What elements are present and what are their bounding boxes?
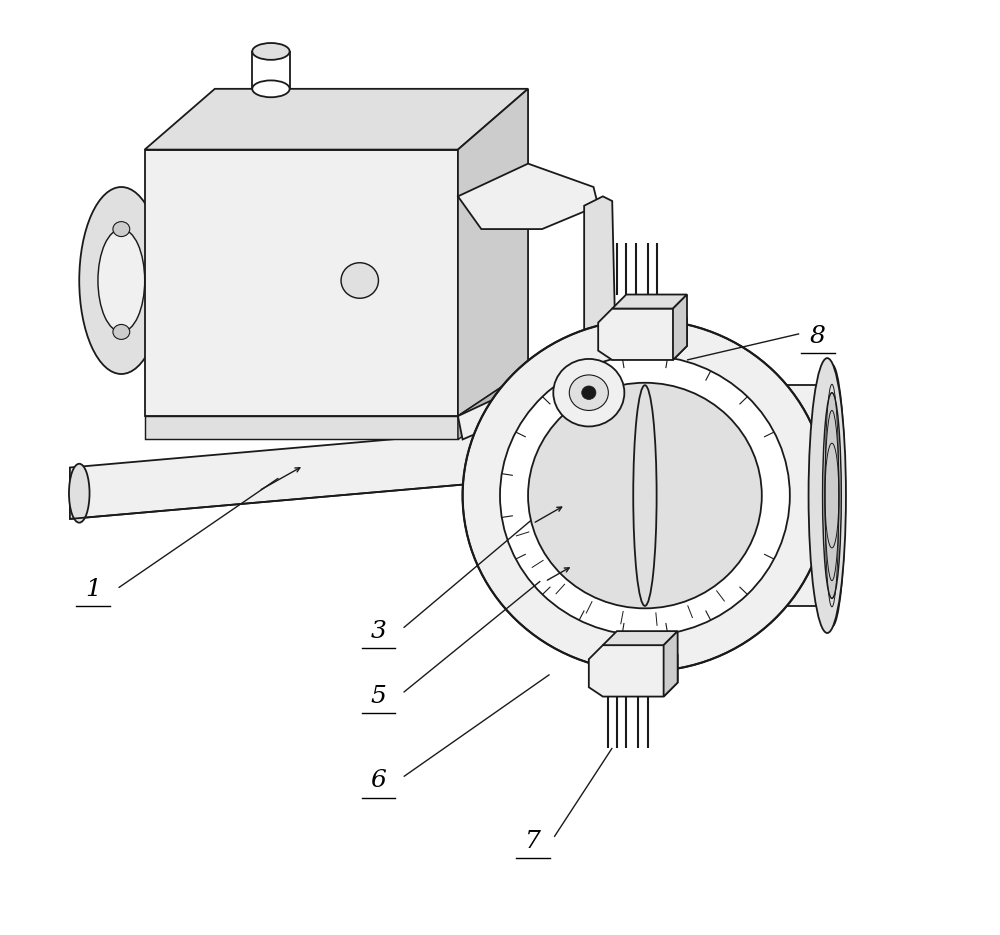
Ellipse shape bbox=[113, 222, 130, 237]
Polygon shape bbox=[145, 89, 528, 150]
Text: 6: 6 bbox=[371, 770, 386, 792]
Ellipse shape bbox=[113, 324, 130, 339]
Ellipse shape bbox=[582, 386, 596, 399]
Text: 7: 7 bbox=[525, 830, 541, 853]
Polygon shape bbox=[612, 295, 687, 309]
Ellipse shape bbox=[633, 385, 657, 606]
Text: 3: 3 bbox=[371, 620, 386, 642]
Text: 1: 1 bbox=[85, 578, 101, 600]
Polygon shape bbox=[145, 416, 458, 439]
Polygon shape bbox=[598, 309, 687, 360]
Polygon shape bbox=[603, 631, 678, 645]
Polygon shape bbox=[645, 385, 832, 606]
Ellipse shape bbox=[823, 393, 841, 598]
Ellipse shape bbox=[69, 464, 90, 523]
Ellipse shape bbox=[252, 43, 290, 60]
Polygon shape bbox=[145, 150, 458, 416]
Polygon shape bbox=[458, 383, 584, 439]
Ellipse shape bbox=[252, 80, 290, 97]
Ellipse shape bbox=[528, 382, 762, 609]
Ellipse shape bbox=[98, 229, 145, 332]
Polygon shape bbox=[664, 631, 678, 697]
Ellipse shape bbox=[553, 359, 624, 426]
Text: 5: 5 bbox=[371, 685, 386, 708]
Polygon shape bbox=[673, 295, 687, 360]
Polygon shape bbox=[584, 196, 617, 411]
Ellipse shape bbox=[79, 187, 163, 374]
Ellipse shape bbox=[341, 263, 378, 298]
Polygon shape bbox=[458, 369, 528, 439]
Ellipse shape bbox=[569, 375, 608, 410]
Polygon shape bbox=[458, 164, 598, 229]
Ellipse shape bbox=[463, 320, 827, 671]
Ellipse shape bbox=[819, 365, 845, 626]
Polygon shape bbox=[70, 425, 551, 519]
Polygon shape bbox=[458, 89, 528, 416]
Ellipse shape bbox=[809, 358, 846, 633]
Text: 8: 8 bbox=[810, 325, 826, 348]
Polygon shape bbox=[589, 645, 678, 697]
Ellipse shape bbox=[500, 355, 790, 636]
